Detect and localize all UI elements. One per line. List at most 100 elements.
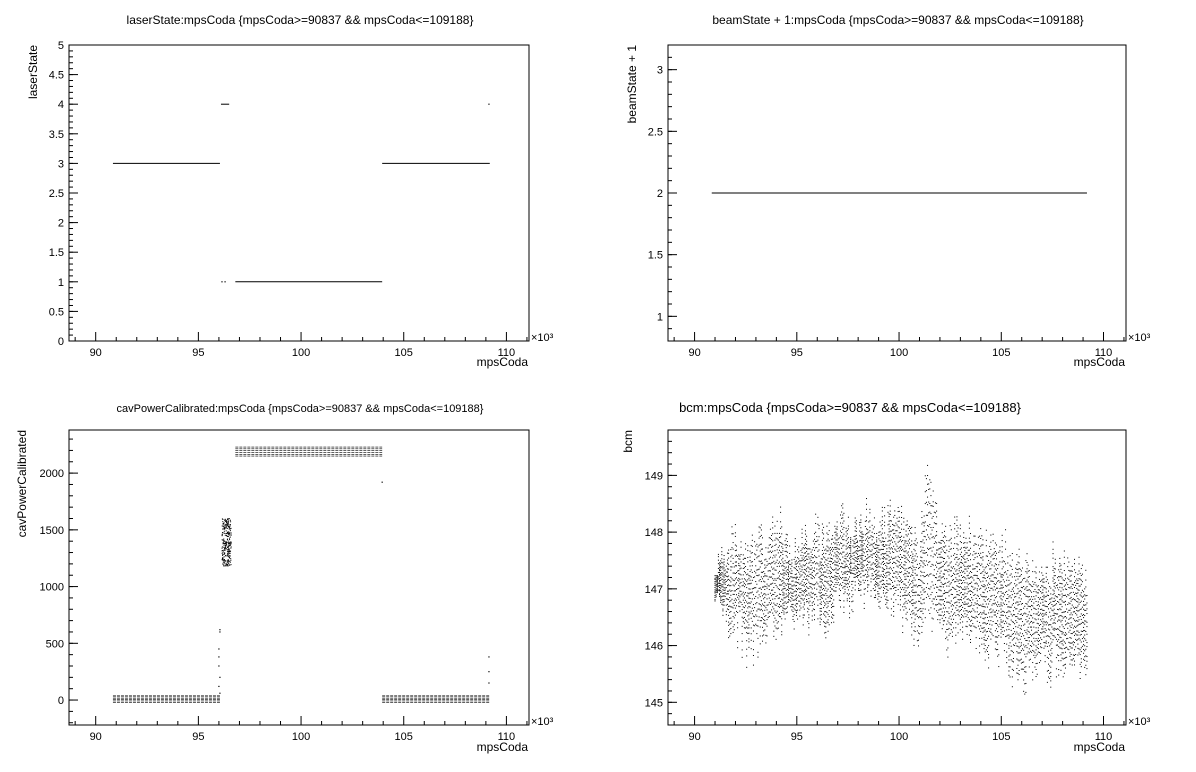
data-point <box>864 555 866 557</box>
data-point <box>819 581 821 583</box>
data-point <box>1006 573 1008 575</box>
data-point <box>845 563 847 565</box>
data-point <box>981 572 983 574</box>
data-point <box>898 520 900 522</box>
data-point <box>855 565 857 567</box>
data-point <box>734 590 736 592</box>
data-point <box>224 543 226 545</box>
data-point <box>769 556 771 558</box>
data-point <box>810 591 812 593</box>
data-point <box>808 617 810 619</box>
data-point <box>1006 579 1008 581</box>
data-point <box>1017 604 1019 606</box>
data-point <box>906 587 908 589</box>
data-point <box>1001 546 1003 548</box>
data-point <box>759 643 761 645</box>
data-point <box>1002 560 1004 562</box>
data-point <box>876 575 878 577</box>
data-point <box>938 589 940 591</box>
data-point <box>1012 638 1014 640</box>
data-point <box>773 630 775 632</box>
data-point <box>751 552 753 554</box>
data-point <box>1014 623 1016 625</box>
plot-title: cavPowerCalibrated:mpsCoda {mpsCoda>=908… <box>117 403 484 415</box>
data-point <box>918 594 920 596</box>
data-point <box>928 483 930 485</box>
data-point <box>913 644 915 646</box>
data-point <box>820 585 822 587</box>
data-point <box>866 538 868 540</box>
data-point <box>824 622 826 624</box>
data-point <box>824 576 826 578</box>
data-point <box>827 619 829 621</box>
data-point <box>772 612 774 614</box>
data-point <box>1024 638 1026 640</box>
data-point <box>772 516 774 518</box>
data-point <box>809 585 811 587</box>
data-point <box>225 548 227 550</box>
data-point <box>715 596 717 598</box>
data-point <box>826 621 828 623</box>
data-point <box>958 568 960 570</box>
data-point <box>230 543 232 545</box>
data-point <box>827 588 829 590</box>
data-point <box>795 578 797 580</box>
data-point <box>1051 618 1053 620</box>
data-point <box>743 578 745 580</box>
data-point <box>752 649 754 651</box>
data-point <box>1049 598 1051 600</box>
data-point <box>730 617 732 619</box>
data-point <box>968 610 970 612</box>
data-point <box>914 626 916 628</box>
data-point <box>227 556 229 558</box>
data-point <box>950 529 952 531</box>
data-point <box>893 551 895 553</box>
data-point <box>854 521 856 523</box>
data-point <box>748 611 750 613</box>
data-point <box>742 554 744 556</box>
data-point <box>1017 578 1019 580</box>
data-point <box>854 576 856 578</box>
data-point <box>904 555 906 557</box>
data-point <box>786 606 788 608</box>
data-point <box>738 592 740 594</box>
data-point <box>896 559 898 561</box>
data-point <box>851 555 853 557</box>
data-point <box>1003 650 1005 652</box>
data-point <box>791 609 793 611</box>
data-point <box>808 627 810 629</box>
beamstate-panel: beamState + 1:mpsCoda {mpsCoda>=90837 &&… <box>625 13 1151 369</box>
data-point <box>818 549 820 551</box>
data-point <box>223 527 225 529</box>
data-point <box>1050 643 1052 645</box>
data-point <box>931 550 933 552</box>
data-point <box>963 564 965 566</box>
data-point <box>781 605 783 607</box>
data-point <box>836 569 838 571</box>
data-point <box>898 550 900 552</box>
data-point <box>871 524 873 526</box>
data-point <box>801 557 803 559</box>
data-point <box>748 593 750 595</box>
data-point <box>1011 576 1013 578</box>
data-point <box>888 571 890 573</box>
data-point <box>723 595 725 597</box>
data-point <box>971 610 973 612</box>
data-point <box>229 557 231 559</box>
data-point <box>895 549 897 551</box>
data-point <box>907 540 909 542</box>
data-point <box>904 564 906 566</box>
data-point <box>1051 641 1053 643</box>
data-point <box>799 568 801 570</box>
data-point <box>803 608 805 610</box>
data-point <box>994 641 996 643</box>
data-point <box>1049 677 1051 679</box>
data-point <box>807 611 809 613</box>
data-point <box>1045 611 1047 613</box>
data-point <box>717 563 719 565</box>
data-point <box>880 596 882 598</box>
data-point <box>838 548 840 550</box>
data-point <box>757 651 759 653</box>
y-tick-label: 5 <box>58 40 64 52</box>
data-point <box>768 597 770 599</box>
